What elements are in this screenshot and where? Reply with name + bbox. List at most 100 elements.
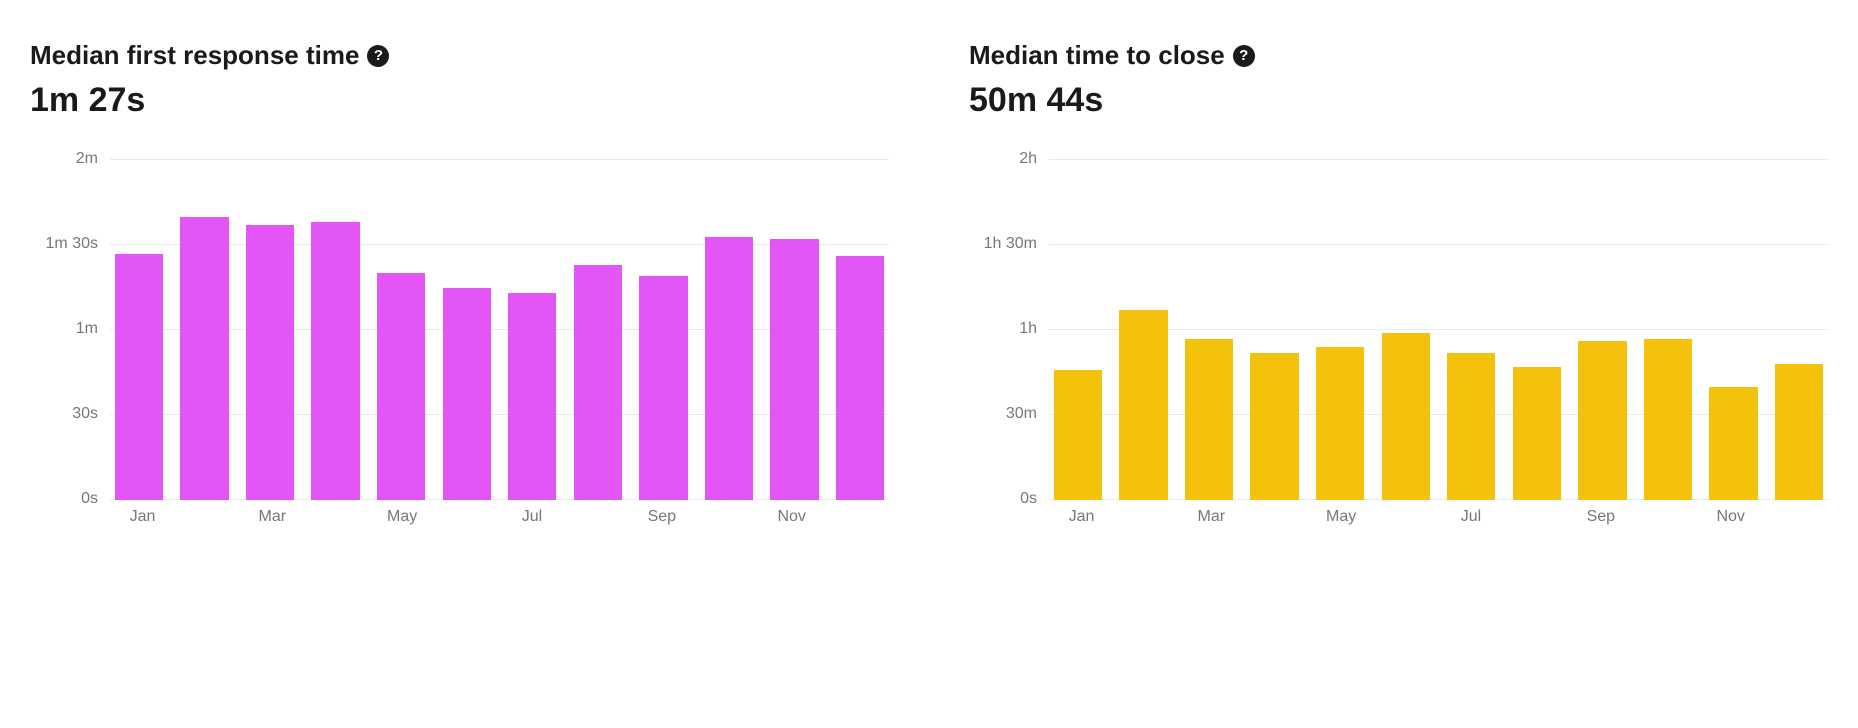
bar-slot (766, 160, 824, 500)
bar-slot (1770, 160, 1828, 500)
y-axis-label: 1h 30m (984, 235, 1037, 253)
x-axis-label (694, 508, 759, 538)
y-axis-label: 30m (1006, 405, 1037, 423)
bar[interactable] (1382, 333, 1430, 500)
bar[interactable] (705, 237, 753, 501)
bars-row (110, 160, 889, 500)
plot-area: 0s30m1h1h 30m2h (1049, 160, 1828, 500)
bar[interactable] (639, 276, 687, 500)
x-axis-label: May (370, 508, 435, 538)
bar-slot (241, 160, 299, 500)
bar-slot (1115, 160, 1173, 500)
bar[interactable] (1250, 353, 1298, 500)
bar-chart: 0s30m1h1h 30m2h JanMarMayJulSepNov (969, 160, 1828, 530)
bar[interactable] (770, 239, 818, 500)
bar-chart: 0s30s1m1m 30s2m JanMarMayJulSepNov (30, 160, 889, 530)
bars-row (1049, 160, 1828, 500)
bar-slot (503, 160, 561, 500)
x-axis-label: Sep (1568, 508, 1633, 538)
panel-title-text: Median time to close (969, 40, 1225, 71)
x-axis-label (305, 508, 370, 538)
bar-slot (831, 160, 889, 500)
bar-slot (1049, 160, 1107, 500)
bar[interactable] (377, 273, 425, 500)
bar[interactable] (115, 254, 163, 501)
x-axis-label: Mar (1179, 508, 1244, 538)
bar[interactable] (1054, 370, 1102, 500)
bar[interactable] (311, 222, 359, 500)
bar[interactable] (443, 288, 491, 501)
y-axis-label: 1m (76, 320, 98, 338)
y-axis-label: 0s (1020, 490, 1037, 508)
panel-title: Median time to close ? (969, 40, 1828, 71)
bar[interactable] (508, 293, 556, 500)
y-axis-label: 1m 30s (46, 235, 98, 253)
x-axis-label: Jan (110, 508, 175, 538)
x-axis-label (1114, 508, 1179, 538)
plot-area: 0s30s1m1m 30s2m (110, 160, 889, 500)
x-axis-label (564, 508, 629, 538)
bar-slot (1180, 160, 1238, 500)
help-icon[interactable]: ? (1233, 45, 1255, 67)
bar-slot (1639, 160, 1697, 500)
bar[interactable] (246, 225, 294, 500)
bar-slot (569, 160, 627, 500)
panel-title: Median first response time ? (30, 40, 889, 71)
bar-slot (1574, 160, 1632, 500)
x-axis-label (1763, 508, 1828, 538)
bar[interactable] (1447, 353, 1495, 500)
bar[interactable] (1513, 367, 1561, 500)
bar-slot (1442, 160, 1500, 500)
bar-slot (438, 160, 496, 500)
panel-first-response: Median first response time ? 1m 27s 0s30… (30, 40, 889, 530)
bar-slot (372, 160, 430, 500)
x-axis-label (824, 508, 889, 538)
bar[interactable] (1119, 310, 1167, 500)
y-axis-label: 30s (72, 405, 98, 423)
x-axis: Jan Mar May Jul Sep Nov (110, 508, 889, 538)
bar[interactable] (1709, 387, 1757, 500)
y-axis-label: 1h (1019, 320, 1037, 338)
bar-slot (307, 160, 365, 500)
x-axis-label (1503, 508, 1568, 538)
x-axis-label (1374, 508, 1439, 538)
bar[interactable] (1316, 347, 1364, 500)
bar-slot (635, 160, 693, 500)
y-axis-label: 2h (1019, 150, 1037, 168)
y-axis-label: 2m (76, 150, 98, 168)
x-axis-label: Nov (1698, 508, 1763, 538)
bar-slot (1246, 160, 1304, 500)
bar[interactable] (180, 217, 228, 500)
bar[interactable] (574, 265, 622, 500)
x-axis-label: Jan (1049, 508, 1114, 538)
bar-slot (176, 160, 234, 500)
panel-time-to-close: Median time to close ? 50m 44s 0s30m1h1h… (969, 40, 1828, 530)
bar-slot (1311, 160, 1369, 500)
x-axis-label: Nov (759, 508, 824, 538)
bar-slot (1705, 160, 1763, 500)
x-axis-label: Sep (629, 508, 694, 538)
bar[interactable] (836, 256, 884, 500)
x-axis-label (175, 508, 240, 538)
help-icon[interactable]: ? (367, 45, 389, 67)
x-axis-label: Mar (240, 508, 305, 538)
x-axis-label: Jul (1439, 508, 1504, 538)
bar-slot (700, 160, 758, 500)
bar[interactable] (1185, 339, 1233, 501)
panel-title-text: Median first response time (30, 40, 359, 71)
panel-summary-value: 50m 44s (969, 81, 1828, 120)
x-axis-label: May (1309, 508, 1374, 538)
bar-slot (1377, 160, 1435, 500)
bar[interactable] (1644, 339, 1692, 501)
panel-summary-value: 1m 27s (30, 81, 889, 120)
x-axis-label (435, 508, 500, 538)
metrics-dashboard: Median first response time ? 1m 27s 0s30… (0, 0, 1858, 560)
y-axis-label: 0s (81, 490, 98, 508)
bar[interactable] (1578, 341, 1626, 500)
x-axis: Jan Mar May Jul Sep Nov (1049, 508, 1828, 538)
bar-slot (110, 160, 168, 500)
bar[interactable] (1775, 364, 1823, 500)
x-axis-label (1244, 508, 1309, 538)
x-axis-label (1633, 508, 1698, 538)
x-axis-label: Jul (500, 508, 565, 538)
